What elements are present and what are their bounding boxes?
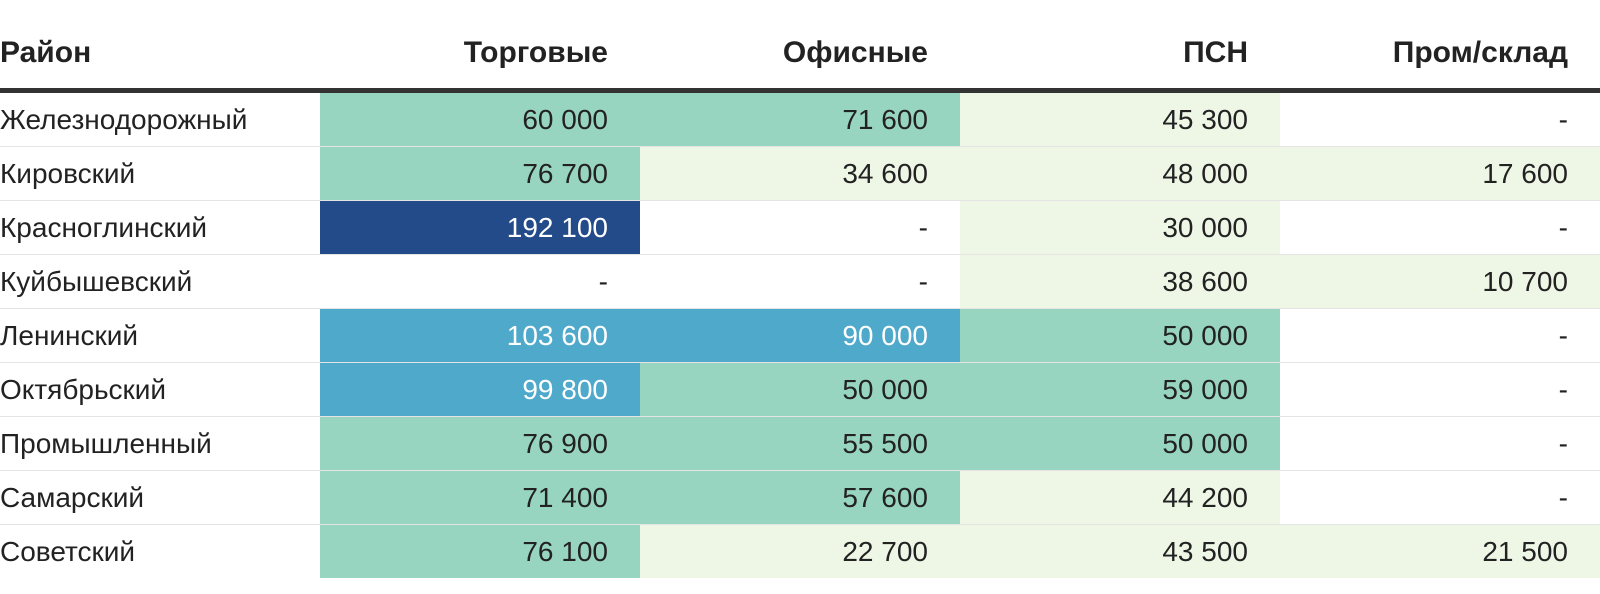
district-name: Самарский	[0, 470, 320, 525]
heatmap-cell: 34 600	[640, 146, 960, 201]
heatmap-cell: 76 100	[320, 524, 640, 578]
heatmap-cell: -	[1280, 200, 1600, 255]
table-row: Промышленный 76 900 55 500 50 000-	[0, 416, 1600, 471]
heatmap-cell: -	[320, 254, 640, 309]
heatmap-cell: -	[1280, 416, 1600, 471]
heatmap-cell: 90 000	[640, 308, 960, 363]
table-row: Кировский 76 700 34 600 48 000 17 600	[0, 146, 1600, 201]
district-name: Советский	[0, 524, 320, 578]
heatmap-cell: 76 900	[320, 416, 640, 471]
heatmap-cell: 44 200	[960, 470, 1280, 525]
heatmap-cell: 50 000	[640, 362, 960, 417]
heatmap-cell: 192 100	[320, 200, 640, 255]
heatmap-cell: 10 700	[1280, 254, 1600, 309]
heatmap-cell: 50 000	[960, 308, 1280, 363]
table-row: Октябрьский 99 800 50 000 59 000-	[0, 362, 1600, 417]
heatmap-cell: 22 700	[640, 524, 960, 578]
heatmap-cell: 71 400	[320, 470, 640, 525]
heatmap-cell: 59 000	[960, 362, 1280, 417]
heatmap-cell: 76 700	[320, 146, 640, 201]
table-body: Железнодорожный 60 000 71 600 45 300- Кировс…	[0, 90, 1600, 578]
district-name: Красноглинский	[0, 200, 320, 255]
heatmap-cell: 21 500	[1280, 524, 1600, 578]
heatmap-cell: -	[640, 254, 960, 309]
heatmap-cell: 50 000	[960, 416, 1280, 471]
heatmap-cell: -	[1280, 308, 1600, 363]
district-name: Промышленный	[0, 416, 320, 471]
table-row: Красноглинский 192 100-30 000-	[0, 200, 1600, 255]
table-row: Самарский 71 400 57 600 44 200-	[0, 470, 1600, 525]
district-name: Ленинский	[0, 308, 320, 363]
district-name: Октябрьский	[0, 362, 320, 417]
heatmap-cell: 103 600	[320, 308, 640, 363]
price-heatmap-table: Район Торговые Офисные ПСН Пром/склад Же…	[0, 18, 1600, 578]
district-name: Куйбышевский	[0, 254, 320, 309]
column-header-psn: ПСН	[960, 18, 1280, 93]
column-header-retail: Торговые	[320, 18, 640, 93]
table-row: Железнодорожный 60 000 71 600 45 300-	[0, 90, 1600, 147]
heatmap-cell: 45 300	[960, 90, 1280, 147]
header-row: Район Торговые Офисные ПСН Пром/склад	[0, 18, 1600, 93]
column-header-district: Район	[0, 18, 320, 93]
heatmap-cell: 99 800	[320, 362, 640, 417]
district-name: Кировский	[0, 146, 320, 201]
heatmap-cell: 43 500	[960, 524, 1280, 578]
heatmap-cell: 30 000	[960, 200, 1280, 255]
heatmap-cell: 38 600	[960, 254, 1280, 309]
heatmap-cell: 17 600	[1280, 146, 1600, 201]
heatmap-cell: 55 500	[640, 416, 960, 471]
heatmap-cell: 60 000	[320, 90, 640, 147]
district-name: Железнодорожный	[0, 90, 320, 147]
table-row: Куйбышевский - -38 600 10 700	[0, 254, 1600, 309]
heatmap-cell: -	[1280, 362, 1600, 417]
table-row: Ленинский 103 600 90 000 50 000-	[0, 308, 1600, 363]
heatmap-cell: 57 600	[640, 470, 960, 525]
heatmap-cell: 48 000	[960, 146, 1280, 201]
heatmap-cell: -	[1280, 470, 1600, 525]
heatmap-cell: -	[640, 200, 960, 255]
column-header-industrial: Пром/склад	[1280, 18, 1600, 93]
table-row: Советский 76 100 22 700 43 500 21 500	[0, 524, 1600, 578]
heatmap-cell: -	[1280, 90, 1600, 147]
heatmap-cell: 71 600	[640, 90, 960, 147]
column-header-office: Офисные	[640, 18, 960, 93]
